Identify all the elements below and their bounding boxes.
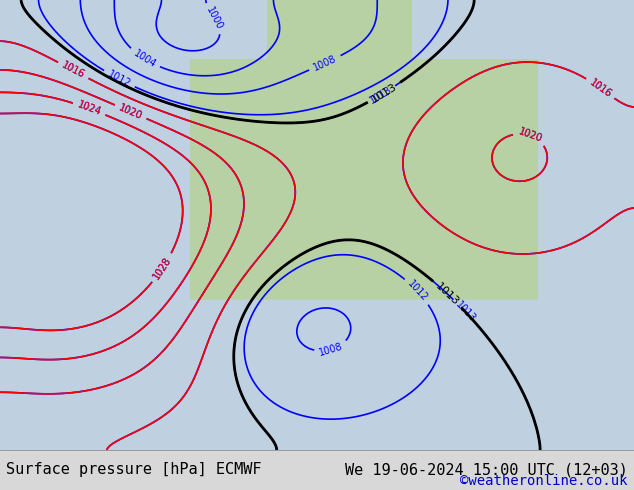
Text: 1012: 1012 (106, 69, 133, 89)
Text: 1024: 1024 (76, 100, 103, 118)
Text: 1012: 1012 (405, 279, 429, 304)
Text: 1020: 1020 (117, 102, 144, 121)
Text: 1013: 1013 (434, 281, 461, 307)
Text: We 19-06-2024 15:00 UTC (12+03): We 19-06-2024 15:00 UTC (12+03) (345, 462, 628, 477)
Text: 1004: 1004 (132, 48, 158, 70)
Text: 1013: 1013 (453, 300, 477, 324)
Text: 1020: 1020 (117, 102, 144, 121)
Text: 1028: 1028 (152, 255, 174, 281)
Text: 1013: 1013 (368, 84, 394, 105)
Text: 1024: 1024 (76, 100, 103, 118)
Text: 1013: 1013 (370, 81, 399, 104)
Text: 1020: 1020 (517, 127, 543, 145)
Text: 1028: 1028 (152, 255, 174, 281)
Text: 1000: 1000 (205, 5, 225, 31)
Text: 1016: 1016 (60, 60, 86, 80)
Text: ©weatheronline.co.uk: ©weatheronline.co.uk (460, 474, 628, 488)
Text: 1016: 1016 (588, 77, 613, 99)
Text: 1008: 1008 (318, 341, 344, 358)
Text: 1008: 1008 (312, 53, 338, 73)
Text: 1016: 1016 (588, 77, 613, 99)
Text: 1016: 1016 (60, 60, 86, 80)
Text: Surface pressure [hPa] ECMWF: Surface pressure [hPa] ECMWF (6, 462, 262, 477)
Text: 1020: 1020 (517, 127, 543, 145)
